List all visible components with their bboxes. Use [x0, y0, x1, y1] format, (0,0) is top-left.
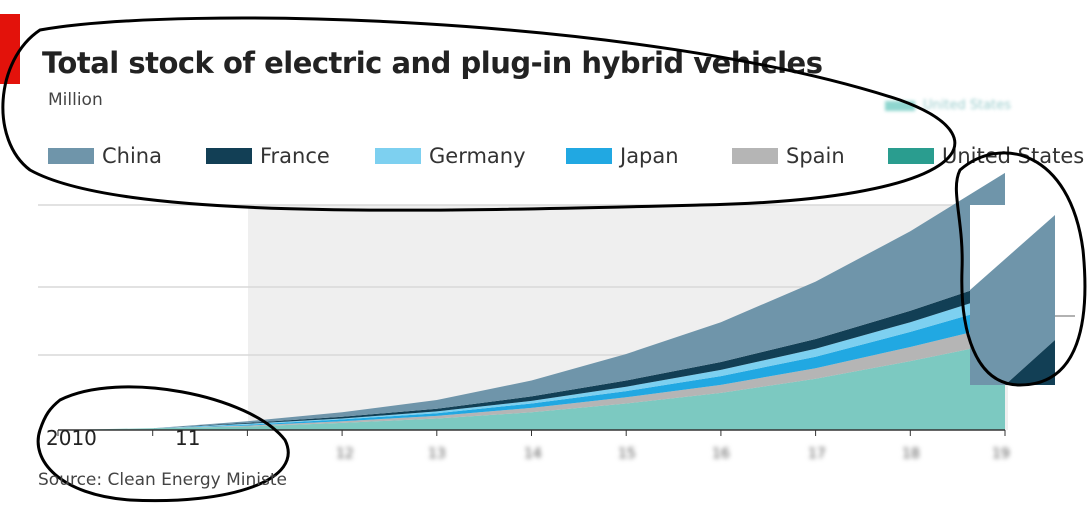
secondary-legend-swatch — [885, 100, 915, 111]
legend-item-japan: Japan — [566, 140, 679, 172]
x-tick-label-13: 13 — [428, 446, 446, 462]
legend-swatch-japan — [566, 148, 612, 164]
x-tick-label-11: 11 — [175, 426, 201, 450]
source-note: Source: Clean Energy Ministerial — [38, 470, 288, 490]
legend-label-japan: Japan — [620, 144, 679, 168]
area-series-france — [58, 279, 1005, 430]
legend-label-spain: Spain — [786, 144, 845, 168]
legend-swatch-spain — [732, 148, 778, 164]
legend-item-united-states: United States — [888, 140, 1084, 172]
legend-label-china: China — [102, 144, 162, 168]
legend-item-spain: Spain — [732, 140, 845, 172]
secondary-legend: United States — [885, 98, 1011, 113]
inset-area-china — [970, 215, 1055, 385]
legend-swatch-germany — [375, 148, 421, 164]
legend-label-germany: Germany — [429, 144, 526, 168]
x-tick-label-14: 14 — [524, 446, 542, 462]
legend-item-china: China — [48, 140, 162, 172]
secondary-legend-label: United States — [923, 98, 1012, 113]
legend: China France Germany Japan Spain United … — [48, 140, 1090, 172]
x-tick-label-2010: 2010 — [46, 426, 97, 450]
annotation-circle-title — [1, 16, 957, 212]
area-series-united-states — [58, 341, 1005, 430]
legend-swatch-united-states — [888, 148, 934, 164]
inset-area-france — [1005, 340, 1055, 385]
x-tick-label-18: 18 — [902, 446, 920, 462]
x-tick-label-17: 17 — [808, 446, 826, 462]
area-series-spain — [58, 324, 1005, 430]
legend-item-germany: Germany — [375, 140, 526, 172]
area-series-china — [58, 172, 1005, 430]
x-tick-label-12: 12 — [336, 446, 354, 462]
legend-label-france: France — [260, 144, 330, 168]
x-tick-label-16: 16 — [712, 446, 730, 462]
annotation-circle-inset — [954, 151, 1087, 387]
x-tick-label-19: 19 — [992, 446, 1010, 462]
area-series-japan — [58, 304, 1005, 430]
x-tick-label-15: 15 — [618, 446, 636, 462]
chart-subtitle: Million — [48, 90, 103, 110]
area-series-germany — [58, 292, 1005, 430]
legend-item-france: France — [206, 140, 330, 172]
legend-swatch-france — [206, 148, 252, 164]
brand-tab — [0, 14, 20, 84]
legend-swatch-china — [48, 148, 94, 164]
annotation-circle-axis — [36, 385, 290, 503]
